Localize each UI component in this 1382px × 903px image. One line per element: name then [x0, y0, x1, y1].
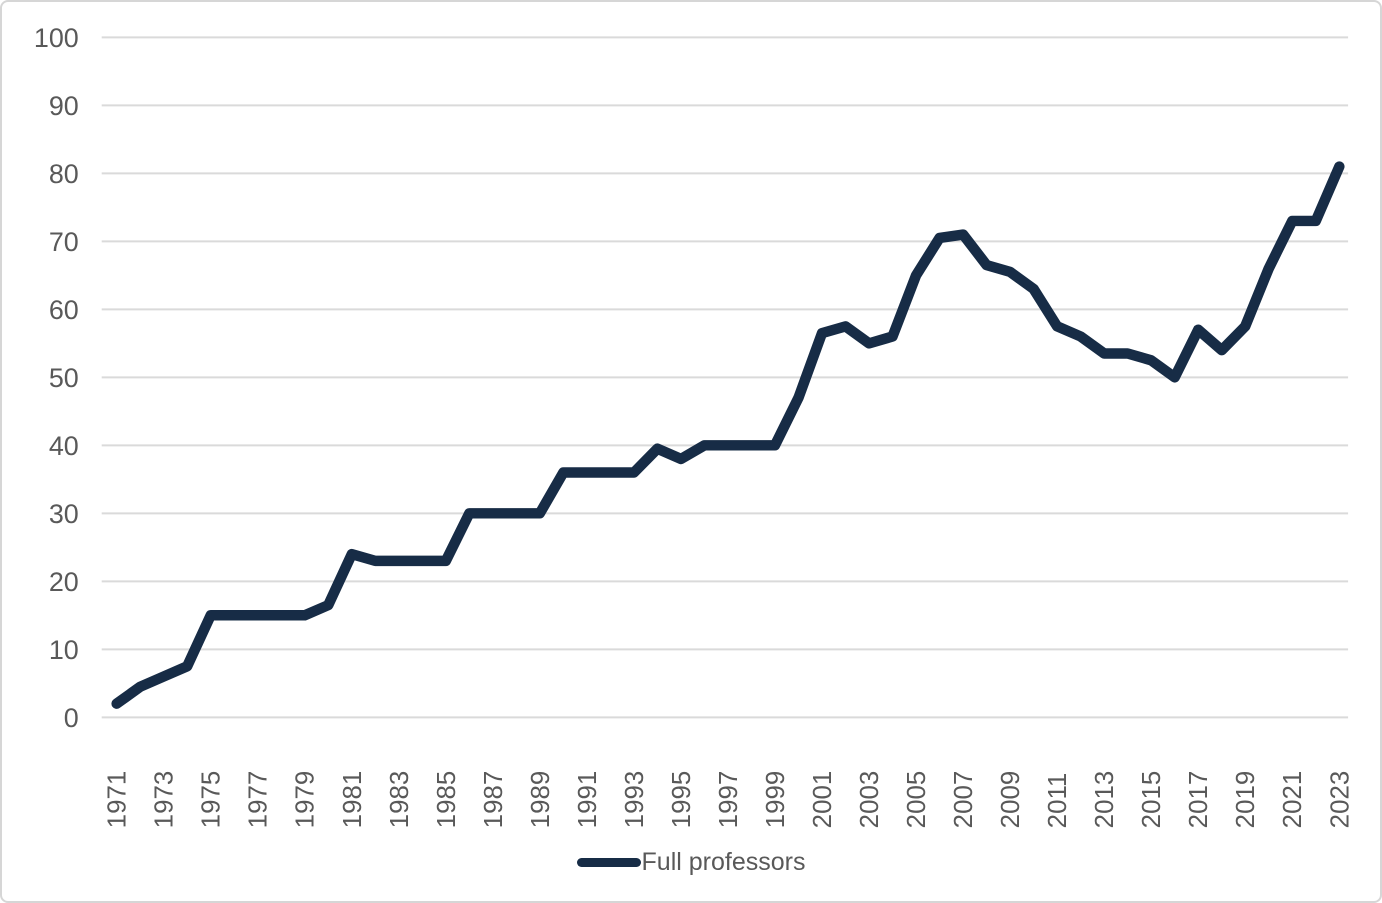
legend-line-swatch-icon [576, 858, 641, 867]
x-axis-tick-label: 1971 [104, 771, 132, 829]
y-axis-labels: 0 10 20 30 40 50 60 70 80 90 100 [34, 23, 79, 733]
legend-label: Full professors [641, 848, 806, 876]
x-axis-tick-label: 1995 [668, 771, 696, 829]
y-axis-tick-label: 90 [49, 91, 79, 121]
x-axis-tick-label: 1985 [433, 771, 461, 829]
x-axis-tick-label: 2001 [809, 771, 837, 829]
y-axis-tick-label: 100 [34, 23, 79, 53]
x-axis-tick-label: 2017 [1185, 771, 1213, 829]
y-axis-tick-label: 80 [49, 159, 79, 189]
x-axis-labels: 1971 1973 1975 1977 1979 1981 1983 1985 1987 1989… [104, 771, 1355, 829]
x-axis-tick-label: 2007 [950, 771, 978, 829]
x-axis-tick-label: 1981 [339, 771, 367, 829]
y-axis-tick-label: 0 [64, 703, 79, 733]
y-axis-tick-label: 70 [49, 227, 79, 257]
x-axis-tick-label: 1993 [621, 771, 649, 829]
y-axis-tick-label: 10 [49, 635, 79, 665]
x-axis-tick-label: 1997 [715, 771, 743, 829]
x-axis-tick-label: 2011 [1044, 773, 1072, 829]
x-axis-tick-label: 2023 [1326, 771, 1354, 829]
x-axis-tick-label: 1977 [245, 771, 273, 829]
y-axis-tick-label: 20 [49, 567, 79, 597]
x-axis-tick-label: 1989 [527, 771, 555, 829]
x-axis-tick-label: 1999 [762, 771, 790, 829]
x-axis-tick-label: 2021 [1279, 771, 1307, 829]
x-axis-tick-label: 1983 [386, 771, 414, 829]
x-axis-tick-label: 2009 [997, 771, 1025, 829]
x-axis-tick-label: 2015 [1138, 771, 1166, 829]
legend: Full professors [2, 850, 1380, 875]
x-axis-tick-label: 1991 [574, 771, 602, 829]
series-line-full-professors [111, 161, 1345, 709]
y-axis-tick-label: 30 [49, 499, 79, 529]
y-axis-tick-label: 40 [49, 431, 79, 461]
x-axis-tick-label: 1973 [151, 771, 179, 829]
x-axis-tick-label: 2003 [856, 771, 884, 829]
x-axis-tick-label: 1987 [480, 771, 508, 829]
x-axis-tick-label: 2013 [1091, 771, 1119, 829]
y-axis-tick-label: 60 [49, 295, 79, 325]
series-group [111, 161, 1345, 709]
y-axis-tick-label: 50 [49, 363, 79, 393]
x-axis-tick-label: 1975 [198, 771, 226, 829]
x-axis-tick-label: 1979 [292, 771, 320, 829]
x-axis-tick-label: 2019 [1232, 771, 1260, 829]
x-axis-tick-label: 2005 [903, 771, 931, 829]
